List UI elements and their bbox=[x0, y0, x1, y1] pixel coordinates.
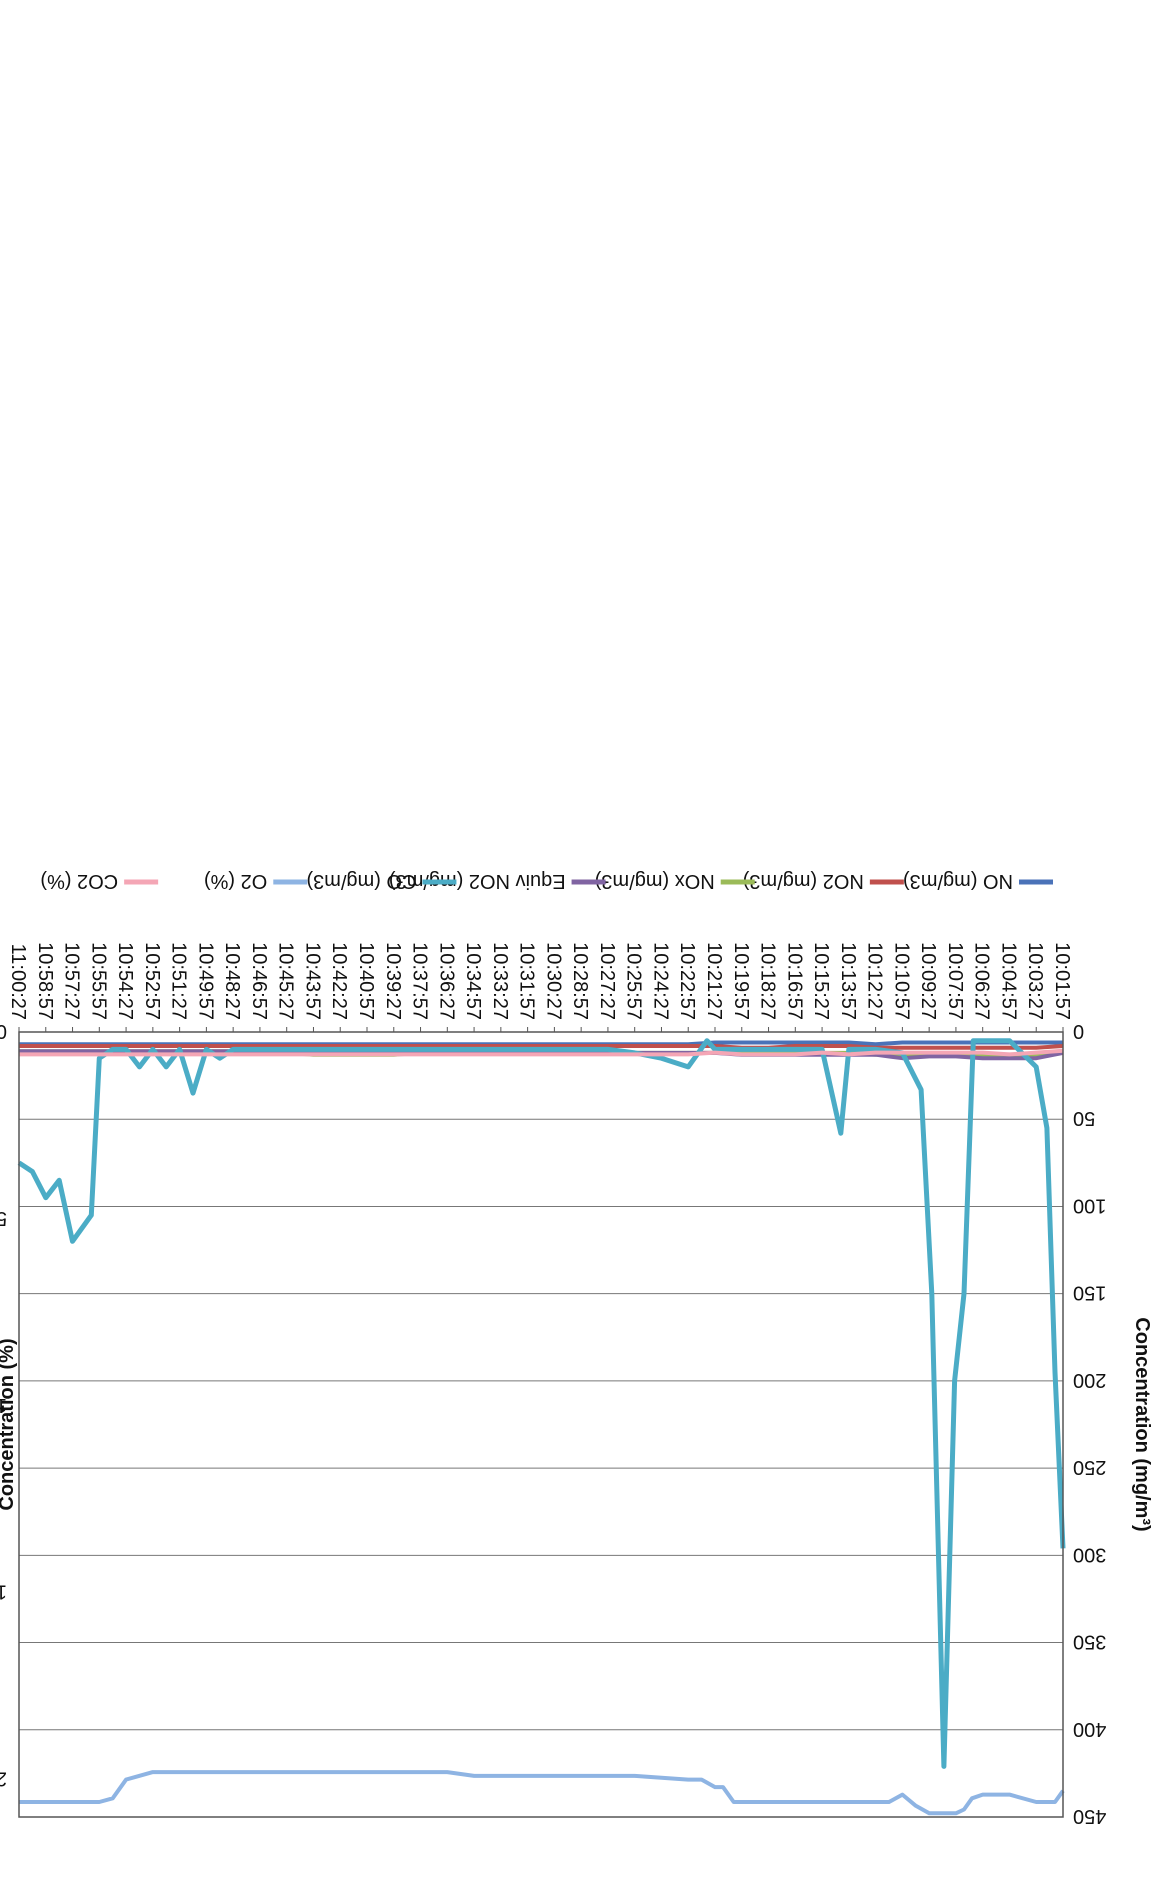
x-tick-label: 11:00:27 bbox=[7, 944, 29, 1020]
y-left-tick-label: 200 bbox=[1073, 1369, 1106, 1391]
x-tick-label: 10:52:57 bbox=[141, 942, 163, 1020]
y-right-tick-label: 20 bbox=[0, 1768, 7, 1790]
x-tick-label: 10:28:57 bbox=[569, 942, 591, 1020]
x-tick-label: 10:10:57 bbox=[890, 942, 912, 1020]
legend-label: NO2 (mg/m3) bbox=[743, 870, 864, 892]
x-tick-label: 10:21:27 bbox=[703, 942, 725, 1020]
x-tick-label: 10:40:57 bbox=[355, 942, 377, 1020]
x-tick-label: 10:27:27 bbox=[596, 942, 618, 1020]
series-line-4 bbox=[17, 1038, 1066, 1769]
y-left-tick-label: 0 bbox=[1073, 1020, 1084, 1042]
legend-label: NOx (mg/m3) bbox=[595, 870, 715, 892]
x-tick-label: 10:33:27 bbox=[489, 942, 511, 1020]
x-tick-label: 10:22:57 bbox=[676, 942, 698, 1020]
x-tick-label: 10:31:57 bbox=[516, 942, 538, 1020]
x-tick-label: 10:04:57 bbox=[997, 942, 1019, 1020]
x-tick-label: 10:24:27 bbox=[649, 942, 671, 1020]
x-tick-label: 10:13:57 bbox=[837, 942, 859, 1020]
y-axis-right-label: Concentration (%) bbox=[0, 1338, 18, 1510]
series-line-1 bbox=[19, 1044, 1064, 1050]
x-tick-label: 10:34:57 bbox=[462, 942, 484, 1020]
legend: NO (mg/m3) NO2 (mg/m3) NOx (mg/m3) Equiv NO… bbox=[40, 870, 1053, 892]
series-layer bbox=[17, 1038, 1066, 1816]
x-tick-label: 10:15:27 bbox=[810, 942, 832, 1020]
y-right-tick-label: 5 bbox=[0, 1207, 7, 1229]
x-tick-label: 10:58:57 bbox=[34, 942, 56, 1020]
x-tick-label: 10:36:27 bbox=[435, 942, 457, 1020]
x-tick-label: 10:09:27 bbox=[917, 942, 939, 1020]
y-left-tick-label: 350 bbox=[1073, 1631, 1106, 1653]
x-tick-label: 10:43:57 bbox=[301, 942, 323, 1020]
y-right-tick-label: 0 bbox=[0, 1020, 7, 1042]
x-tick-label: 10:49:57 bbox=[194, 942, 216, 1020]
plot-frame bbox=[18, 1031, 1064, 1818]
legend-label: NO (mg/m3) bbox=[903, 870, 1013, 892]
chart-content: 0 50 100 150 200 250 300 350 400 450 0 5 10 15 20 10:01… bbox=[0, 870, 1153, 1827]
x-tick-label: 10:46:57 bbox=[248, 942, 270, 1020]
y-left-tick-label: 450 bbox=[1073, 1805, 1106, 1827]
y-left-tick-label: 50 bbox=[1073, 1107, 1095, 1129]
y-axis-left-label: Concentration (mg/m³) bbox=[1131, 1317, 1153, 1531]
x-tick-label: 10:54:27 bbox=[114, 942, 136, 1020]
x-tick-label: 10:03:27 bbox=[1024, 942, 1046, 1020]
x-tick-label: 10:07:57 bbox=[944, 942, 966, 1020]
legend-label: CO (mg/m3) bbox=[306, 870, 416, 892]
x-tick-label: 10:48:27 bbox=[221, 942, 243, 1020]
x-tick-label: 10:18:27 bbox=[757, 942, 779, 1020]
x-tick-label: 10:57:27 bbox=[61, 942, 83, 1020]
x-tick-label: 10:12:27 bbox=[864, 942, 886, 1020]
y-left-tick-label: 250 bbox=[1073, 1456, 1106, 1478]
series-line-5 bbox=[19, 1770, 1065, 1816]
legend-label: Equiv NO2 (mg/m3) bbox=[389, 870, 566, 892]
x-tick-label: 10:39:27 bbox=[382, 942, 404, 1020]
y-left-tick-label: 100 bbox=[1073, 1194, 1106, 1216]
series-line-0 bbox=[19, 1040, 1063, 1047]
x-tick-label: 10:25:57 bbox=[623, 942, 645, 1020]
x-tick-label: 10:19:57 bbox=[730, 942, 752, 1020]
x-tick-label: 10:42:27 bbox=[328, 942, 350, 1020]
series-line-6 bbox=[19, 1048, 1064, 1057]
x-tick-label: 10:06:27 bbox=[971, 942, 993, 1020]
legend-label: O2 (%) bbox=[204, 870, 267, 892]
y-left-tick-label: 150 bbox=[1073, 1282, 1106, 1304]
x-tick-label: 10:51:27 bbox=[168, 942, 190, 1020]
x-tick-label: 10:30:27 bbox=[542, 942, 564, 1020]
x-tick-label: 10:45:27 bbox=[275, 942, 297, 1020]
y-left-tick-label: 400 bbox=[1073, 1718, 1106, 1740]
y-right-tick-label: 15 bbox=[0, 1581, 7, 1603]
x-tick-label: 10:16:57 bbox=[783, 942, 805, 1020]
x-tick-label: 10:01:57 bbox=[1051, 942, 1073, 1020]
y-left-tick-label: 300 bbox=[1073, 1543, 1106, 1565]
legend-label: CO2 (%) bbox=[40, 870, 118, 892]
x-tick-label: 10:37:57 bbox=[409, 942, 431, 1020]
y-right-tick-label: 10 bbox=[0, 1394, 7, 1416]
x-tick-label: 10:55:57 bbox=[87, 942, 109, 1020]
axis-layer: 0 50 100 150 200 250 300 350 400 450 0 5 10 15 20 10:01… bbox=[0, 942, 1106, 1827]
